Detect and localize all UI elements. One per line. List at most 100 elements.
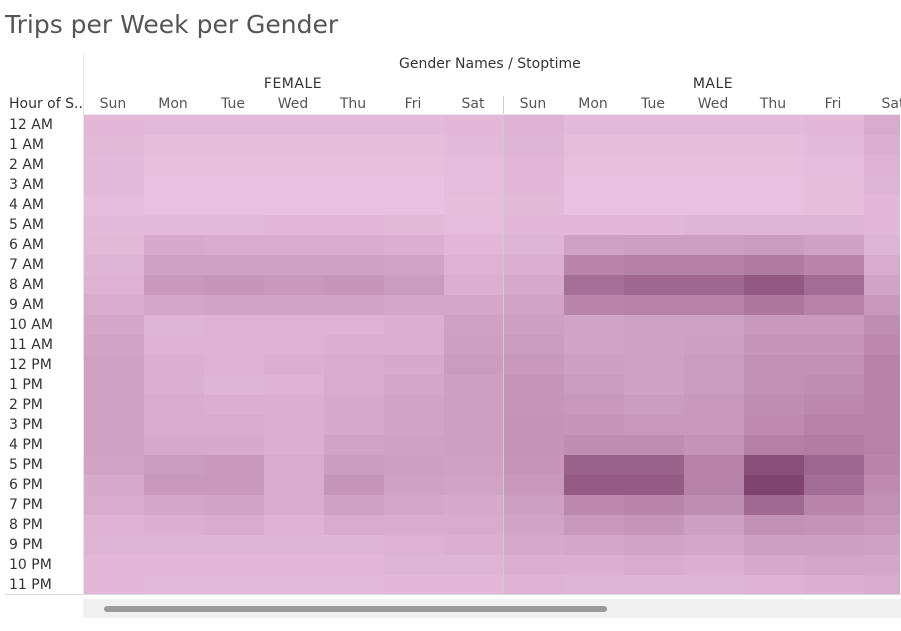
heat-cell-male-fri-2 <box>804 155 864 175</box>
heat-cell-female-mon-16 <box>144 435 204 455</box>
day-label-male-fri: Fri <box>824 96 842 112</box>
heat-cell-male-sat-23 <box>864 575 900 595</box>
heat-cell-female-mon-12 <box>144 355 204 375</box>
heat-cell-female-sun-11 <box>84 335 144 355</box>
heat-cell-female-sun-18 <box>84 475 144 495</box>
heat-cell-male-sun-9 <box>504 295 564 315</box>
heat-cell-female-thu-23 <box>324 575 384 595</box>
heat-cell-female-tue-13 <box>204 375 264 395</box>
heat-cell-male-mon-4 <box>564 195 624 215</box>
heat-cell-female-mon-22 <box>144 555 204 575</box>
heat-cell-male-tue-13 <box>624 375 684 395</box>
heat-cell-female-sat-21 <box>444 535 504 555</box>
day-label-female-wed: Wed <box>277 96 309 112</box>
heat-cell-male-sun-5 <box>504 215 564 235</box>
chart-title: Trips per Week per Gender <box>5 10 339 39</box>
heat-cell-male-thu-22 <box>744 555 804 575</box>
heat-cell-female-mon-19 <box>144 495 204 515</box>
heat-cell-male-mon-21 <box>564 535 624 555</box>
heat-cell-female-wed-1 <box>264 135 324 155</box>
day-label-male-thu: Thu <box>759 96 787 112</box>
heat-cell-female-thu-12 <box>324 355 384 375</box>
heat-cell-female-tue-11 <box>204 335 264 355</box>
hour-label: 11 AM <box>9 337 53 353</box>
heat-cell-female-sat-23 <box>444 575 504 595</box>
heat-cell-male-sun-2 <box>504 155 564 175</box>
heat-cell-female-thu-14 <box>324 395 384 415</box>
heat-cell-female-sat-1 <box>444 135 504 155</box>
heat-cell-male-mon-14 <box>564 395 624 415</box>
heat-cell-male-sat-8 <box>864 275 900 295</box>
heat-cell-male-tue-1 <box>624 135 684 155</box>
heat-cell-male-fri-1 <box>804 135 864 155</box>
heat-cell-male-sat-1 <box>864 135 900 155</box>
heat-cell-male-wed-19 <box>684 495 744 515</box>
heat-cell-male-tue-6 <box>624 235 684 255</box>
heat-cell-female-wed-21 <box>264 535 324 555</box>
hour-label: 9 PM <box>9 537 43 553</box>
heat-cell-female-fri-4 <box>384 195 444 215</box>
heat-cell-female-thu-0 <box>324 115 384 135</box>
day-label-male-sun: Sun <box>519 96 547 112</box>
heat-cell-male-wed-12 <box>684 355 744 375</box>
heat-cell-female-fri-9 <box>384 295 444 315</box>
hour-label: 11 PM <box>9 577 52 593</box>
heat-cell-male-thu-0 <box>744 115 804 135</box>
heat-cell-female-thu-2 <box>324 155 384 175</box>
heat-cell-female-fri-3 <box>384 175 444 195</box>
heat-cell-male-wed-2 <box>684 155 744 175</box>
heat-cell-male-thu-8 <box>744 275 804 295</box>
heat-cell-female-thu-22 <box>324 555 384 575</box>
heat-cell-female-sat-12 <box>444 355 504 375</box>
heat-cell-male-sun-7 <box>504 255 564 275</box>
heat-cell-male-sat-20 <box>864 515 900 535</box>
heat-cell-female-thu-10 <box>324 315 384 335</box>
heat-cell-female-fri-21 <box>384 535 444 555</box>
heat-cell-female-sat-5 <box>444 215 504 235</box>
heat-cell-male-sat-21 <box>864 535 900 555</box>
heat-cell-male-fri-13 <box>804 375 864 395</box>
heat-cell-male-mon-0 <box>564 115 624 135</box>
hour-label: 5 PM <box>9 457 43 473</box>
heat-cell-male-sat-14 <box>864 395 900 415</box>
heat-cell-male-tue-5 <box>624 215 684 235</box>
heat-cell-female-wed-15 <box>264 415 324 435</box>
heat-cell-male-wed-10 <box>684 315 744 335</box>
heat-cell-female-wed-13 <box>264 375 324 395</box>
heat-cell-female-wed-20 <box>264 515 324 535</box>
heat-cell-female-fri-16 <box>384 435 444 455</box>
day-label-female-fri: Fri <box>404 96 422 112</box>
horizontal-scrollbar-thumb[interactable] <box>104 606 607 612</box>
hour-label: 7 PM <box>9 497 43 513</box>
heat-cell-male-fri-8 <box>804 275 864 295</box>
heat-cell-male-fri-21 <box>804 535 864 555</box>
heat-cell-female-mon-7 <box>144 255 204 275</box>
heat-cell-female-sun-8 <box>84 275 144 295</box>
heat-cell-female-tue-0 <box>204 115 264 135</box>
hour-label: 10 AM <box>9 317 53 333</box>
hour-label: 6 AM <box>9 237 45 253</box>
heat-cell-female-fri-8 <box>384 275 444 295</box>
heat-cell-female-sun-17 <box>84 455 144 475</box>
heat-cell-female-sun-23 <box>84 575 144 595</box>
heat-cell-female-wed-8 <box>264 275 324 295</box>
heat-cell-female-fri-7 <box>384 255 444 275</box>
header-rule <box>83 114 901 115</box>
heat-cell-female-sat-19 <box>444 495 504 515</box>
heat-cell-male-wed-20 <box>684 515 744 535</box>
heat-cell-male-sun-8 <box>504 275 564 295</box>
heat-cell-female-mon-21 <box>144 535 204 555</box>
heat-cell-male-mon-15 <box>564 415 624 435</box>
heat-cell-male-fri-15 <box>804 415 864 435</box>
heat-cell-male-sat-4 <box>864 195 900 215</box>
heat-cell-male-thu-7 <box>744 255 804 275</box>
heat-cell-male-thu-2 <box>744 155 804 175</box>
heat-cell-male-wed-9 <box>684 295 744 315</box>
heat-cell-female-fri-11 <box>384 335 444 355</box>
heat-cell-female-fri-5 <box>384 215 444 235</box>
heat-cell-male-tue-17 <box>624 455 684 475</box>
heat-cell-female-thu-15 <box>324 415 384 435</box>
heat-cell-male-thu-17 <box>744 455 804 475</box>
heat-cell-male-tue-2 <box>624 155 684 175</box>
row-header[interactable]: Hour of S.. <box>9 96 83 112</box>
